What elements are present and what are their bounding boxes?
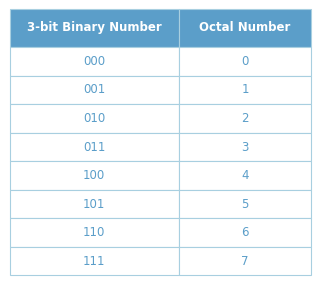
Bar [178, 9, 311, 47]
Text: 101: 101 [83, 198, 105, 211]
Text: 5: 5 [241, 198, 249, 211]
Text: Octal Number: Octal Number [199, 21, 291, 34]
Text: 110: 110 [83, 226, 105, 239]
Bar [178, 47, 311, 76]
Text: 000: 000 [83, 55, 105, 68]
Text: 3-bit Binary Number: 3-bit Binary Number [27, 21, 161, 34]
Text: 6: 6 [241, 226, 249, 239]
Bar [10, 76, 178, 104]
Bar [10, 218, 178, 247]
Bar [10, 104, 178, 133]
Text: 7: 7 [241, 255, 249, 268]
Bar [10, 9, 178, 47]
Bar [178, 161, 311, 190]
Text: 2: 2 [241, 112, 249, 125]
Bar [178, 133, 311, 161]
Text: 011: 011 [83, 141, 105, 154]
Bar [10, 161, 178, 190]
Text: 0: 0 [241, 55, 249, 68]
Bar [10, 247, 178, 275]
Text: 111: 111 [83, 255, 105, 268]
Bar [10, 47, 178, 76]
Bar [178, 218, 311, 247]
Bar [178, 190, 311, 218]
Bar [178, 247, 311, 275]
Text: 010: 010 [83, 112, 105, 125]
Text: 1: 1 [241, 83, 249, 96]
Bar [178, 76, 311, 104]
Bar [10, 190, 178, 218]
Text: 001: 001 [83, 83, 105, 96]
Text: 4: 4 [241, 169, 249, 182]
Text: 100: 100 [83, 169, 105, 182]
Bar [10, 133, 178, 161]
Bar [178, 104, 311, 133]
Text: 3: 3 [241, 141, 249, 154]
